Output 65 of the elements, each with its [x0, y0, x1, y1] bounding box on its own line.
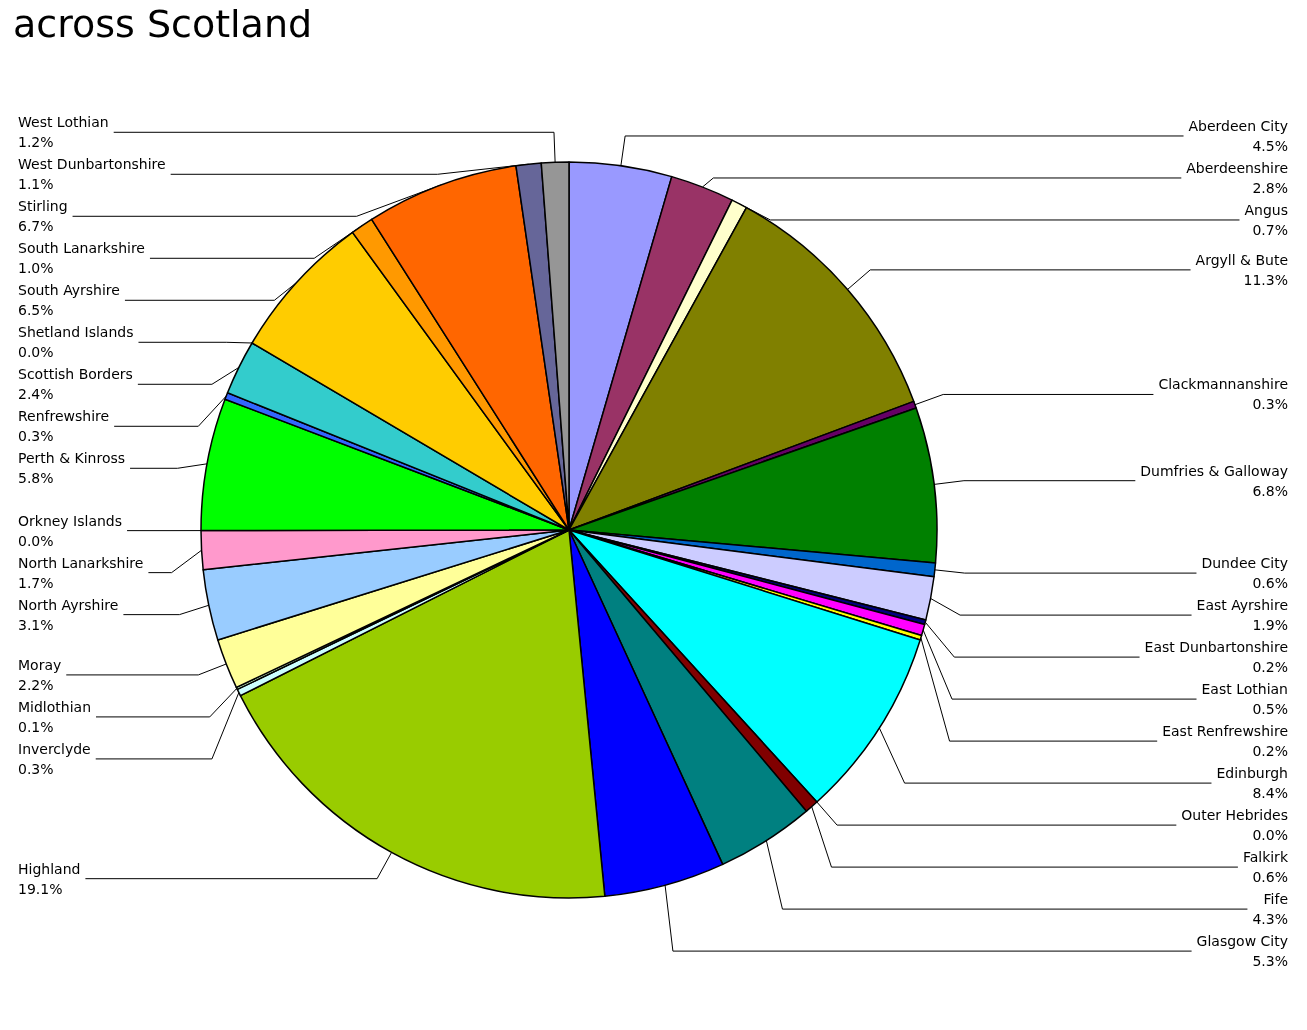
data-label: 5.8%: [18, 470, 54, 487]
slice-label: Stirling: [18, 198, 68, 215]
chart-title: across Scotland: [13, 2, 313, 46]
data-label: 0.3%: [18, 428, 54, 445]
data-label: 1.7%: [18, 574, 54, 591]
category-label: Shetland Islands: [18, 324, 134, 341]
text: 0.0%: [1252, 827, 1288, 844]
data-label: 0.6%: [1252, 575, 1288, 592]
data-label: 1.0%: [18, 260, 54, 277]
data-label: 0.2%: [1252, 743, 1288, 760]
data-label: 4.5%: [1252, 137, 1288, 154]
slice-label: Dundee City: [1201, 555, 1288, 572]
slice-label: Moray: [18, 656, 62, 673]
data-label: 6.7%: [18, 218, 54, 235]
data-label: 0.1%: [18, 718, 54, 735]
data-label: 19.1%: [18, 880, 63, 897]
slice-label: East Dunbartonshire: [1144, 639, 1288, 656]
data-label: 11.3%: [1243, 271, 1288, 288]
data-label: 6.5%: [18, 302, 54, 319]
category-label: Outer Hebrides: [1181, 807, 1288, 824]
slice-label: Renfrewshire: [18, 408, 110, 425]
data-label: 6.8%: [1252, 482, 1288, 499]
data-label: 1.2%: [18, 134, 54, 151]
data-label: 0.6%: [1252, 869, 1288, 886]
slice-label: North Lanarkshire: [18, 554, 144, 571]
data-label: 2.4%: [18, 386, 54, 403]
slice-label: Falkirk: [1242, 849, 1289, 866]
data-label: 0.7%: [1252, 221, 1288, 238]
slice-label: Aberdeen City: [1188, 117, 1288, 134]
text: 0.0%: [18, 344, 54, 361]
slice-label: West Lothian: [18, 114, 109, 131]
slice-label: Argyll & Bute: [1195, 251, 1288, 268]
slice-label: North Ayrshire: [18, 596, 119, 613]
slice-label: East Renfrewshire: [1162, 723, 1288, 740]
slice-label: Angus: [1244, 201, 1288, 218]
slice-label: Perth & Kinross: [18, 450, 126, 467]
data-label: 2.2%: [18, 676, 54, 693]
data-label: 0.2%: [1252, 659, 1288, 676]
slice-label: Edinburgh: [1216, 765, 1288, 782]
data-label: 5.3%: [1252, 953, 1288, 970]
slice-label: Glasgow City: [1196, 933, 1288, 950]
data-label: 0.5%: [1252, 701, 1288, 718]
slice-label: Aberdeenshire: [1186, 159, 1288, 176]
slice-label: South Lanarkshire: [18, 240, 145, 257]
slice-label: Inverclyde: [18, 740, 91, 757]
slice-label: Dumfries & Galloway: [1140, 462, 1288, 479]
slice-label: Highland: [18, 860, 81, 877]
category-label: Orkney Islands: [18, 512, 123, 529]
data-label: 4.3%: [1252, 911, 1288, 928]
data-label: 3.1%: [18, 616, 54, 633]
slice-label: East Lothian: [1201, 681, 1288, 698]
data-label: 2.8%: [1252, 179, 1288, 196]
slice-label: West Dunbartonshire: [18, 156, 166, 173]
data-label: 0.3%: [1252, 396, 1288, 413]
slice-label: South Ayrshire: [18, 282, 120, 299]
data-label: 8.4%: [1252, 785, 1288, 802]
text: 0.0%: [18, 532, 54, 549]
slice-label: Scottish Borders: [18, 366, 133, 383]
slice-label: East Ayrshire: [1196, 597, 1288, 614]
slice-label: Midlothian: [18, 698, 92, 715]
data-label: 1.9%: [1252, 617, 1288, 634]
slice-label: Clackmannanshire: [1158, 376, 1288, 393]
slice-label: Fife: [1263, 891, 1288, 908]
data-label: 1.1%: [18, 176, 54, 193]
data-label: 0.3%: [18, 760, 54, 777]
